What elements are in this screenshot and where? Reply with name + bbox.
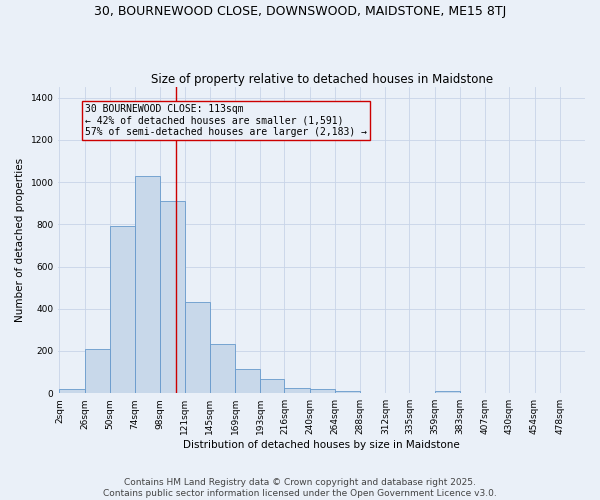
Bar [284, 388, 310, 393]
Bar [135, 176, 160, 393]
Bar [310, 389, 335, 393]
X-axis label: Distribution of detached houses by size in Maidstone: Distribution of detached houses by size … [184, 440, 460, 450]
Bar [185, 302, 210, 393]
Bar [260, 380, 284, 393]
Bar [59, 389, 85, 393]
Bar [235, 369, 260, 393]
Text: 30 BOURNEWOOD CLOSE: 113sqm
← 42% of detached houses are smaller (1,591)
57% of : 30 BOURNEWOOD CLOSE: 113sqm ← 42% of det… [85, 104, 367, 138]
Bar [160, 201, 185, 393]
Bar [110, 226, 135, 393]
Bar [210, 344, 235, 393]
Text: Contains HM Land Registry data © Crown copyright and database right 2025.
Contai: Contains HM Land Registry data © Crown c… [103, 478, 497, 498]
Bar [434, 391, 460, 393]
Y-axis label: Number of detached properties: Number of detached properties [15, 158, 25, 322]
Text: 30, BOURNEWOOD CLOSE, DOWNSWOOD, MAIDSTONE, ME15 8TJ: 30, BOURNEWOOD CLOSE, DOWNSWOOD, MAIDSTO… [94, 5, 506, 18]
Bar [85, 349, 110, 393]
Title: Size of property relative to detached houses in Maidstone: Size of property relative to detached ho… [151, 73, 493, 86]
Bar [335, 391, 360, 393]
